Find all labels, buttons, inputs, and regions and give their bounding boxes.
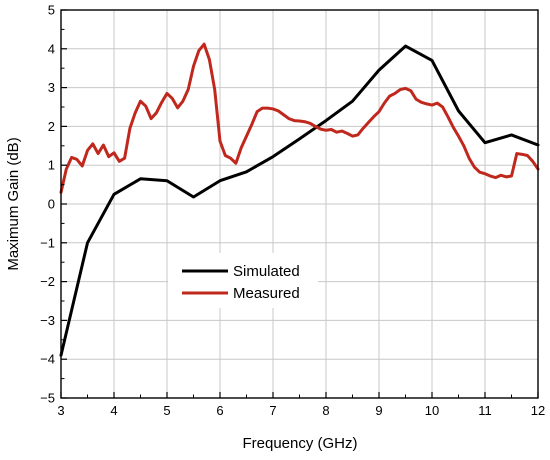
x-tick-label: 6: [216, 403, 223, 418]
legend-box: [168, 253, 318, 308]
y-tick-label: −1: [40, 235, 55, 250]
y-tick-label: 0: [48, 197, 55, 212]
y-tick-label: 1: [48, 158, 55, 173]
series-lines: [59, 42, 540, 357]
x-tick-label: 5: [163, 403, 170, 418]
y-tick-label: 3: [48, 80, 55, 95]
y-axis-label: Maximum Gain (dB): [5, 137, 22, 270]
y-tick-label: 4: [48, 41, 55, 56]
series-line-simulated: [59, 44, 540, 357]
grid: [61, 10, 538, 398]
series-line-measured: [59, 42, 540, 194]
y-tick-label: 2: [48, 119, 55, 134]
x-tick-labels: 3 4 5 6 7 8 9 10 11 12: [57, 403, 545, 418]
x-tick-label: 4: [110, 403, 117, 418]
legend-label-simulated: Simulated: [233, 263, 300, 280]
x-tick-label: 10: [425, 403, 439, 418]
legend: Simulated Measured: [168, 253, 318, 308]
x-tick-label: 8: [322, 403, 329, 418]
x-tick-label: 12: [531, 403, 545, 418]
y-tick-labels: −5 −4 −3 −2 −1 0 1 2 3 4 5: [40, 3, 55, 406]
legend-label-measured: Measured: [233, 285, 300, 302]
x-axis-label: Frequency (GHz): [242, 435, 357, 452]
y-tick-label: −2: [40, 274, 55, 289]
x-tick-label: 3: [57, 403, 64, 418]
y-tick-label: −4: [40, 352, 55, 367]
x-tick-label: 7: [269, 403, 276, 418]
x-tick-label: 11: [478, 403, 492, 418]
y-tick-label: 5: [48, 3, 55, 18]
axis-ticks: [60, 9, 539, 399]
x-tick-label: 9: [375, 403, 382, 418]
y-tick-label: −5: [40, 391, 55, 406]
y-tick-label: −3: [40, 313, 55, 328]
